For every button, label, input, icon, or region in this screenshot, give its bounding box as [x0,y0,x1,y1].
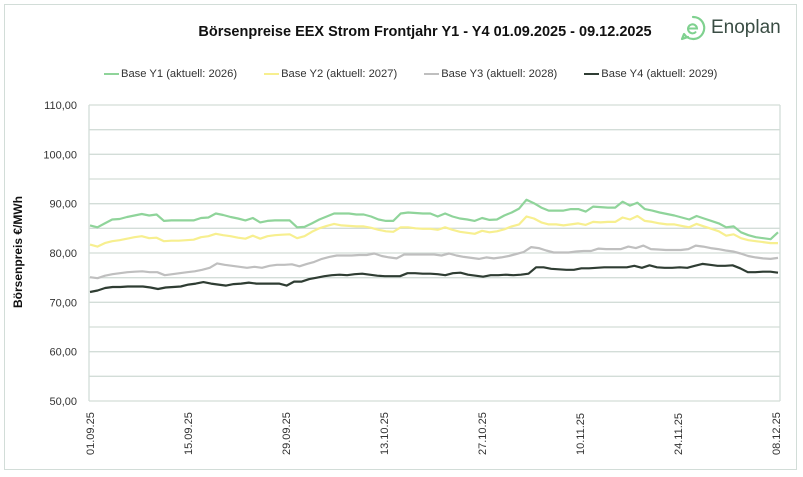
y-tick-label: 80,00 [49,248,77,260]
y-tick-label: 60,00 [49,347,77,359]
y-tick-label: 110,00 [44,100,77,112]
logo-text: Enoplan [711,17,781,38]
x-tick-label: 08.12.25 [771,412,783,455]
chart-title: Börsenpreise EEX Strom Frontjahr Y1 - Y4… [198,24,652,40]
x-tick-label: 10.11.25 [575,413,587,455]
x-tick-label: 29.09.25 [281,412,293,455]
enoplan-logo: Enoplan [679,14,781,42]
legend-swatch-y2 [264,72,280,76]
y-tick-label: 70,00 [49,297,77,309]
series-line-y2 [89,214,778,248]
series-line-y3 [89,244,779,280]
legend-swatch-y3 [424,72,440,76]
legend-label-y4: Base Y4 (aktuell: 2029) [601,68,718,80]
y-tick-label: 100,00 [43,149,77,161]
legend-item-y1: Base Y1 (aktuell: 2026) [104,68,237,80]
y-tick-label: 90,00 [49,199,77,211]
enoplan-e-icon [680,15,706,41]
legend-item-y2: Base Y2 (aktuell: 2027) [264,68,397,80]
x-tick-label: 13.10.25 [379,412,391,455]
legend-label-y3: Base Y3 (aktuell: 2028) [441,68,558,80]
legend-item-y3: Base Y3 (aktuell: 2028) [424,68,557,80]
chart-legend: Base Y1 (aktuell: 2026) Base Y2 (aktuell… [104,68,744,80]
legend-label-y1: Base Y1 (aktuell: 2026) [121,68,238,80]
series-line-y1 [89,198,779,241]
legend-item-y4: Base Y4 (aktuell: 2029) [584,68,717,80]
y-tick-label: 50,00 [49,396,77,408]
x-tick-label: 24.11.25 [673,413,685,455]
legend-label-y2: Base Y2 (aktuell: 2027) [281,68,398,80]
x-tick-label: 01.09.25 [85,412,97,455]
x-tick-label: 15.09.25 [183,412,195,455]
series-line-y4 [89,262,779,294]
legend-swatch-y1 [104,72,119,76]
x-tick-label: 27.10.25 [477,412,489,455]
legend-swatch-y4 [584,72,600,76]
